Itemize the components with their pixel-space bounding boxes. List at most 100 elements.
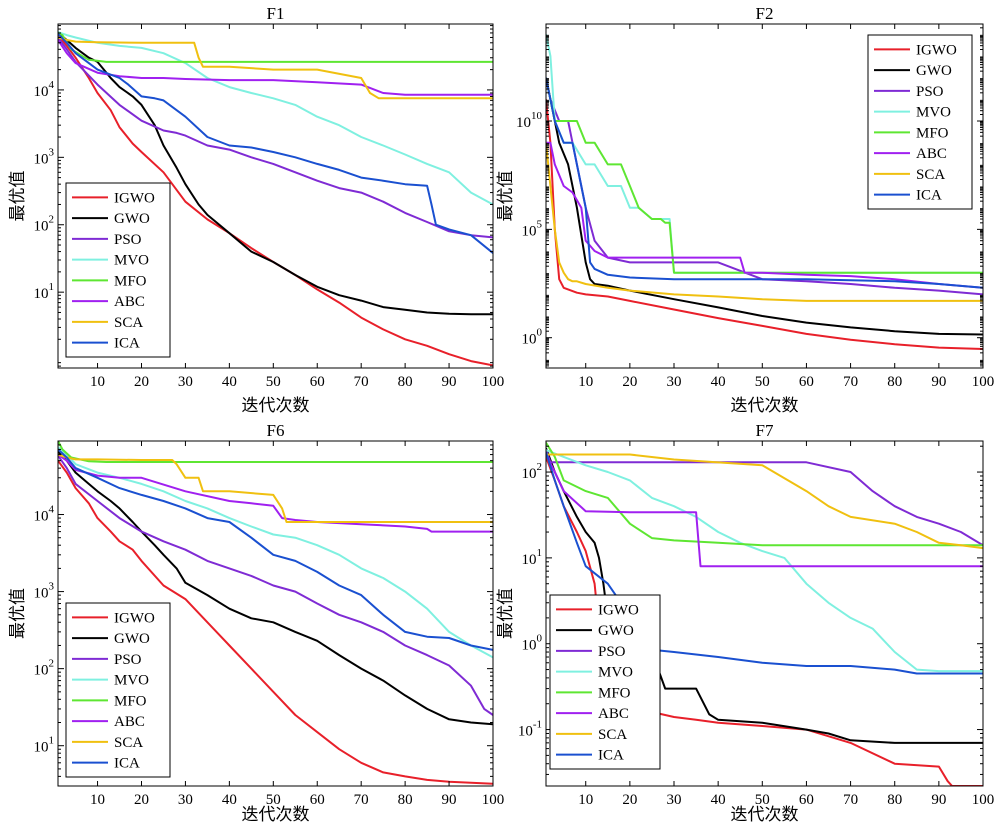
x-tick-label: 80	[398, 374, 413, 390]
y-tick-label: 1010	[516, 110, 543, 131]
legend-label-igwo: IGWO	[598, 602, 639, 618]
x-tick-label: 50	[755, 792, 770, 808]
legend-label-ica: ICA	[114, 336, 140, 352]
x-axis-label: 迭代次数	[731, 805, 799, 825]
y-tick-label: 103	[34, 146, 55, 167]
axes-box	[545, 440, 984, 787]
y-tick-label: 103	[34, 581, 55, 602]
legend-label-ica: ICA	[114, 756, 140, 772]
x-axis-label: 迭代次数	[731, 396, 799, 416]
legend: IGWO GWO PSO MVO MFO ABC SCA ICA	[65, 602, 171, 778]
series-line-pso	[546, 449, 983, 547]
legend-label-mvo: MVO	[598, 665, 633, 681]
legend-label-sca: SCA	[916, 167, 945, 183]
x-tick-label: 80	[887, 374, 902, 390]
x-tick-label: 70	[843, 792, 858, 808]
series-line-gwo	[546, 77, 983, 336]
series-line-ica	[58, 448, 493, 651]
legend-label-igwo: IGWO	[114, 190, 155, 206]
series-line-abc	[546, 454, 983, 568]
y-axis-label: 最优值	[496, 171, 516, 222]
series-line-gwo	[58, 451, 493, 726]
legend-label-abc: ABC	[114, 294, 145, 310]
legend-label-mfo: MFO	[114, 273, 147, 289]
y-tick-label: 102	[34, 214, 55, 235]
legend-label-gwo: GWO	[598, 623, 634, 639]
x-axis-label: 迭代次数	[242, 396, 310, 416]
chart-panel-F6: 10 20 30 40 50 60 70 80 90 100 101 102 103 104 F6 迭代次数 最…	[8, 421, 504, 825]
chart-title: F1	[267, 4, 285, 23]
legend: IGWO GWO PSO MVO MFO ABC SCA ICA	[867, 34, 973, 210]
x-tick-label: 10	[90, 374, 105, 390]
series-line-pso	[58, 36, 493, 239]
legend-label-pso: PSO	[114, 652, 142, 668]
legend-label-igwo: IGWO	[114, 610, 155, 626]
series-line-sca	[58, 36, 493, 100]
series-line-sca	[546, 142, 983, 302]
x-tick-label: 70	[843, 374, 858, 390]
series-line-mvo	[546, 449, 983, 673]
legend-label-mvo: MVO	[114, 673, 149, 689]
x-tick-label: 60	[799, 374, 814, 390]
series-line-mvo	[58, 446, 493, 659]
legend-label-pso: PSO	[114, 232, 142, 248]
axes-box	[57, 440, 494, 787]
series-line-sca	[58, 453, 493, 523]
y-tick-label: 105	[522, 218, 543, 239]
x-axis-label: 迭代次数	[242, 805, 310, 825]
x-tick-label: 100	[972, 374, 995, 390]
chart-title: F7	[756, 421, 774, 440]
x-tick-label: 30	[667, 374, 682, 390]
y-tick-label: 104	[34, 79, 55, 100]
legend-box	[65, 182, 171, 358]
legend-label-abc: ABC	[114, 714, 145, 730]
x-tick-label: 30	[178, 792, 193, 808]
y-tick-label: 10-1	[518, 719, 542, 740]
series-line-abc	[58, 39, 493, 96]
series-line-pso	[58, 455, 493, 716]
series-line-sca	[546, 453, 983, 550]
x-tick-label: 50	[755, 374, 770, 390]
series-line-ica	[58, 33, 493, 254]
y-tick-label: 101	[34, 281, 55, 302]
series-line-igwo	[58, 460, 493, 785]
x-tick-label: 60	[310, 374, 325, 390]
chart-panel-F2: 10 20 30 40 50 60 70 80 90 100 100 105 1010 F2 迭代次数 最优值…	[496, 4, 994, 416]
legend-label-gwo: GWO	[114, 211, 150, 227]
series-line-gwo	[58, 32, 493, 316]
x-tick-label: 70	[354, 792, 369, 808]
y-tick-label: 101	[522, 547, 543, 568]
legend-label-mfo: MFO	[114, 693, 147, 709]
x-tick-label: 10	[578, 792, 593, 808]
legend-label-abc: ABC	[598, 706, 629, 722]
legend: IGWO GWO PSO MVO MFO ABC SCA ICA	[65, 182, 171, 358]
legend-label-igwo: IGWO	[916, 42, 957, 58]
chart-title: F6	[267, 421, 285, 440]
x-tick-label: 50	[266, 374, 281, 390]
y-tick-label: 102	[34, 658, 55, 679]
legend-label-pso: PSO	[916, 84, 944, 100]
x-tick-label: 10	[578, 374, 593, 390]
chart-title: F2	[756, 4, 774, 23]
x-tick-label: 40	[222, 374, 237, 390]
x-tick-label: 100	[482, 374, 505, 390]
x-tick-label: 40	[711, 374, 726, 390]
x-tick-label: 20	[622, 374, 637, 390]
series-line-abc	[546, 141, 983, 289]
x-tick-label: 100	[972, 792, 995, 808]
x-tick-label: 40	[711, 792, 726, 808]
x-tick-label: 20	[134, 792, 149, 808]
x-tick-label: 10	[90, 792, 105, 808]
series-lines	[546, 34, 983, 350]
x-tick-label: 60	[310, 792, 325, 808]
y-axis-label: 最优值	[496, 588, 516, 639]
legend-label-mvo: MVO	[114, 253, 149, 269]
x-tick-label: 100	[482, 792, 505, 808]
series-line-mfo	[58, 441, 493, 463]
x-tick-label: 90	[442, 374, 457, 390]
legend-label-sca: SCA	[598, 727, 627, 743]
legend-label-sca: SCA	[114, 315, 143, 331]
axes-box	[57, 23, 494, 369]
legend-box	[549, 594, 661, 770]
